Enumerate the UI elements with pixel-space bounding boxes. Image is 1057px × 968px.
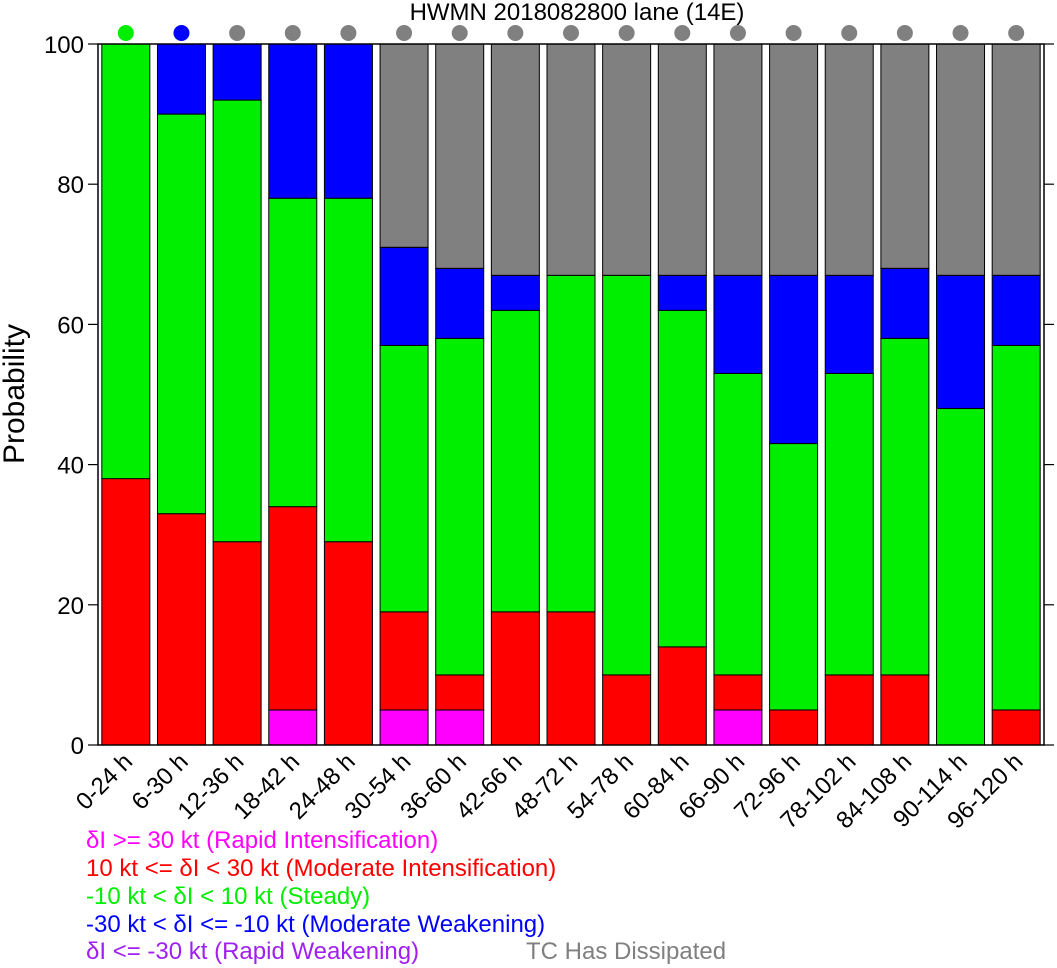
top-marker-0 — [117, 25, 134, 41]
bar-segment-dissipated-15 — [936, 43, 986, 276]
bar-segment-mi-4 — [323, 541, 373, 746]
top-marker-12 — [785, 25, 802, 41]
bar-segment-mw-15 — [936, 274, 986, 410]
bar-segment-dissipated-11 — [713, 43, 763, 276]
top-marker-10 — [674, 25, 691, 41]
bar-segment-mi-2 — [212, 541, 262, 746]
bar-segment-steady-13 — [824, 372, 874, 676]
chart-title: HWMN 2018082800 lane (14E) — [410, 0, 745, 26]
bar-segment-steady-15 — [936, 408, 986, 746]
bar-segment-dissipated-13 — [824, 43, 874, 276]
bar-segment-mw-2 — [212, 43, 262, 101]
top-marker-4 — [340, 25, 357, 41]
bar-segment-mi-5 — [379, 611, 429, 711]
top-marker-3 — [284, 25, 301, 41]
top-marker-13 — [841, 25, 858, 41]
bar-segment-dissipated-16 — [991, 43, 1041, 276]
x-axis-ticks: 0-24 h6-30 h12-36 h18-42 h24-48 h30-54 h… — [71, 748, 1029, 834]
bar-segment-mi-14 — [880, 674, 930, 746]
top-markers-group — [117, 25, 1025, 41]
top-marker-6 — [451, 25, 468, 41]
bar-segment-dissipated-14 — [880, 43, 930, 269]
bar-segment-steady-8 — [546, 274, 596, 613]
bar-segment-steady-9 — [602, 274, 652, 676]
bar-segment-steady-4 — [323, 197, 373, 543]
y-tick-label-40: 40 — [57, 453, 84, 480]
bar-segment-mi-3 — [268, 506, 318, 711]
bar-segment-steady-0 — [101, 43, 151, 480]
bar-segment-dissipated-7 — [490, 43, 540, 276]
bar-segment-steady-3 — [268, 197, 318, 508]
bar-segment-dissipated-6 — [435, 43, 485, 269]
top-marker-7 — [507, 25, 524, 41]
bar-segment-steady-7 — [490, 309, 540, 613]
top-marker-14 — [896, 25, 913, 41]
bar-segment-mi-13 — [824, 674, 874, 746]
bar-segment-steady-5 — [379, 344, 429, 613]
bar-segment-mw-11 — [713, 274, 763, 374]
bar-segment-steady-12 — [769, 443, 819, 711]
bar-segment-mw-1 — [156, 43, 206, 115]
y-tick-label-80: 80 — [57, 172, 84, 199]
bar-segment-steady-14 — [880, 337, 930, 676]
bar-segment-steady-1 — [156, 113, 206, 515]
top-marker-5 — [396, 25, 413, 41]
top-marker-9 — [618, 25, 635, 41]
bar-segment-mi-10 — [657, 646, 707, 746]
bar-segment-steady-10 — [657, 309, 707, 648]
bar-segment-mi-8 — [546, 611, 596, 746]
bar-segment-steady-2 — [212, 99, 262, 543]
bar-segment-mi-6 — [435, 674, 485, 711]
bar-segment-steady-11 — [713, 372, 763, 676]
bar-segment-dissipated-8 — [546, 43, 596, 276]
bar-segment-mi-11 — [713, 674, 763, 711]
top-marker-11 — [729, 25, 746, 41]
bar-segment-ri-3 — [268, 709, 318, 746]
top-marker-2 — [229, 25, 246, 41]
bar-segment-mw-5 — [379, 246, 429, 346]
bar-segment-mw-6 — [435, 267, 485, 339]
bar-segment-mw-3 — [268, 43, 318, 199]
bars-group — [101, 43, 1041, 746]
bar-segment-mi-12 — [769, 709, 819, 746]
bar-segment-ri-5 — [379, 709, 429, 746]
y-tick-label-0: 0 — [71, 733, 84, 760]
bar-segment-ri-11 — [713, 709, 763, 746]
top-marker-1 — [173, 25, 190, 41]
bar-segment-mi-16 — [991, 709, 1041, 746]
top-marker-16 — [1008, 25, 1025, 41]
top-marker-8 — [563, 25, 579, 41]
bar-segment-dissipated-12 — [769, 43, 819, 276]
bar-segment-mw-12 — [769, 274, 819, 445]
bar-segment-mw-10 — [657, 274, 707, 311]
bar-segment-mi-1 — [156, 513, 206, 746]
y-tick-label-60: 60 — [57, 312, 84, 339]
y-axis-ticks: 0 20 40 60 80 100 — [44, 32, 1054, 760]
y-tick-label-20: 20 — [57, 593, 84, 620]
y-tick-label-100: 100 — [44, 32, 84, 59]
bar-segment-dissipated-5 — [379, 43, 429, 248]
bar-segment-mw-7 — [490, 274, 540, 311]
bar-segment-steady-16 — [991, 344, 1041, 711]
bar-segment-mi-9 — [602, 674, 652, 746]
bar-segment-mi-7 — [490, 611, 540, 746]
bar-segment-mw-4 — [323, 43, 373, 199]
top-marker-15 — [952, 25, 969, 41]
bar-segment-ri-6 — [435, 709, 485, 746]
bar-segment-mw-13 — [824, 274, 874, 374]
y-axis-label: Probability — [0, 324, 31, 464]
bar-segment-dissipated-9 — [602, 43, 652, 276]
bar-segment-steady-6 — [435, 337, 485, 676]
plot-frame — [97, 43, 1045, 746]
bar-segment-mw-14 — [880, 267, 930, 339]
bar-segment-mi-0 — [101, 478, 151, 746]
bar-segment-mw-16 — [991, 274, 1041, 346]
bar-segment-dissipated-10 — [657, 43, 707, 276]
